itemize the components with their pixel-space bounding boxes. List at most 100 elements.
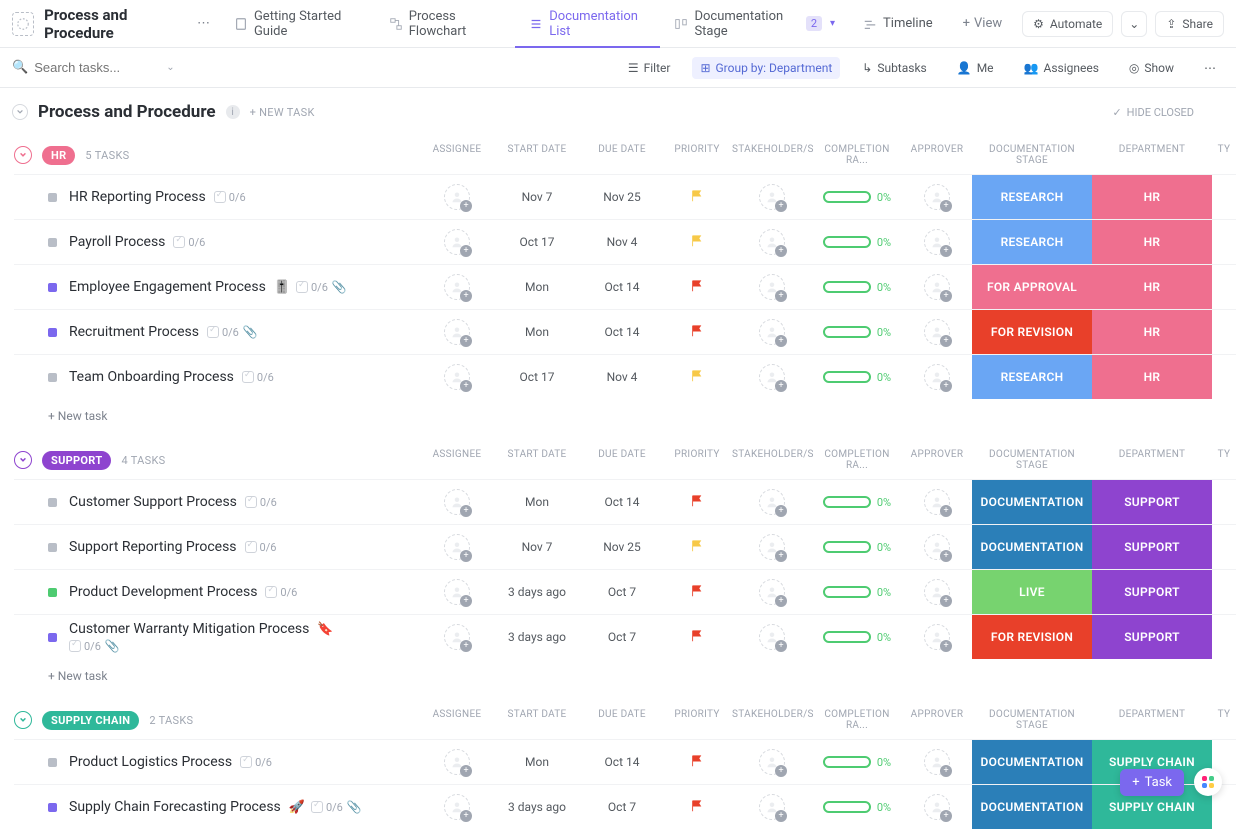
cell-stakeholders[interactable]: + xyxy=(732,570,812,614)
assignee-placeholder[interactable]: + xyxy=(444,319,470,345)
cell-due-date[interactable]: Oct 7 xyxy=(582,570,662,614)
cell-stage[interactable]: RESEARCH xyxy=(972,355,1092,399)
hide-closed-button[interactable]: ✓ HIDE CLOSED xyxy=(1112,106,1224,119)
tab-documentation-stage[interactable]: Documentation Stage 2 ▾ xyxy=(660,0,849,48)
col-ty[interactable]: TY xyxy=(1212,709,1236,731)
status-indicator[interactable] xyxy=(48,373,57,382)
cell-completion[interactable]: 0% xyxy=(812,525,902,569)
share-button[interactable]: ⇪ Share xyxy=(1155,11,1224,37)
assignee-placeholder[interactable]: + xyxy=(759,319,785,345)
cell-priority[interactable] xyxy=(662,480,732,524)
cell-approver[interactable]: + xyxy=(902,525,972,569)
col-ty[interactable]: TY xyxy=(1212,449,1236,471)
col-department[interactable]: DEPARTMENT xyxy=(1092,709,1212,731)
cell-assignee[interactable]: + xyxy=(422,740,492,784)
assignees-button[interactable]: 👥Assignees xyxy=(1016,57,1107,79)
cell-completion[interactable]: 0% xyxy=(812,220,902,264)
col-assignee[interactable]: ASSIGNEE xyxy=(422,709,492,731)
cell-department[interactable]: SUPPORT xyxy=(1092,615,1212,659)
cell-priority[interactable] xyxy=(662,525,732,569)
cell-stakeholders[interactable]: + xyxy=(732,480,812,524)
assignee-placeholder[interactable]: + xyxy=(924,274,950,300)
cell-stage[interactable]: RESEARCH xyxy=(972,175,1092,219)
cell-due-date[interactable]: Nov 25 xyxy=(582,175,662,219)
assignee-placeholder[interactable]: + xyxy=(444,364,470,390)
col-completion-ra-[interactable]: COMPLETION RA... xyxy=(812,709,902,731)
subtask-count[interactable]: 0/6 xyxy=(214,191,246,204)
assignee-placeholder[interactable]: + xyxy=(924,749,950,775)
group-chip[interactable]: HR xyxy=(42,146,75,165)
assignee-placeholder[interactable]: + xyxy=(924,534,950,560)
col-assignee[interactable]: ASSIGNEE xyxy=(422,449,492,471)
cell-assignee[interactable]: + xyxy=(422,175,492,219)
automate-dropdown[interactable]: ⌄ xyxy=(1121,11,1147,37)
assignee-placeholder[interactable]: + xyxy=(924,184,950,210)
cell-due-date[interactable]: Oct 7 xyxy=(582,615,662,659)
cell-priority[interactable] xyxy=(662,310,732,354)
cell-start-date[interactable]: Mon xyxy=(492,740,582,784)
cell-due-date[interactable]: Oct 14 xyxy=(582,740,662,784)
cell-department[interactable]: SUPPORT xyxy=(1092,570,1212,614)
task-name[interactable]: Employee Engagement Process xyxy=(69,279,266,295)
cell-stakeholders[interactable]: + xyxy=(732,310,812,354)
cell-department[interactable]: SUPPORT xyxy=(1092,480,1212,524)
cell-start-date[interactable]: Mon xyxy=(492,265,582,309)
status-indicator[interactable] xyxy=(48,193,57,202)
assignee-placeholder[interactable]: + xyxy=(444,794,470,820)
status-indicator[interactable] xyxy=(48,803,57,812)
cell-due-date[interactable]: Nov 4 xyxy=(582,220,662,264)
cell-stage[interactable]: FOR APPROVAL xyxy=(972,265,1092,309)
cell-stage[interactable]: FOR REVISION xyxy=(972,310,1092,354)
status-indicator[interactable] xyxy=(48,543,57,552)
cell-approver[interactable]: + xyxy=(902,615,972,659)
task-name[interactable]: Product Development Process xyxy=(69,584,257,600)
group-toggle[interactable] xyxy=(14,451,32,469)
assignee-placeholder[interactable]: + xyxy=(444,489,470,515)
tab-documentation-list[interactable]: Documentation List xyxy=(515,0,660,48)
assignee-placeholder[interactable]: + xyxy=(759,229,785,255)
col-start-date[interactable]: START DATE xyxy=(492,709,582,731)
cell-start-date[interactable]: Oct 17 xyxy=(492,355,582,399)
task-row[interactable]: Employee Engagement Process 🎚️ 0/6 📎 + M… xyxy=(14,264,1236,309)
col-documentation-stage[interactable]: DOCUMENTATION STAGE xyxy=(972,144,1092,166)
col-priority[interactable]: PRIORITY xyxy=(662,144,732,166)
assignee-placeholder[interactable]: + xyxy=(759,184,785,210)
cell-stakeholders[interactable]: + xyxy=(732,265,812,309)
col-stakeholder-s[interactable]: STAKEHOLDER/S xyxy=(732,449,812,471)
cell-approver[interactable]: + xyxy=(902,740,972,784)
tab-process-flowchart[interactable]: Process Flowchart xyxy=(375,0,516,48)
cell-completion[interactable]: 0% xyxy=(812,175,902,219)
assignee-placeholder[interactable]: + xyxy=(759,579,785,605)
cell-start-date[interactable]: Oct 17 xyxy=(492,220,582,264)
group-toggle[interactable] xyxy=(14,146,32,164)
cell-start-date[interactable]: Mon xyxy=(492,310,582,354)
task-row[interactable]: Payroll Process 0/6 + Oct 17 Nov 4 + 0% … xyxy=(14,219,1236,264)
cell-stakeholders[interactable]: + xyxy=(732,355,812,399)
cell-stage[interactable]: RESEARCH xyxy=(972,220,1092,264)
cell-priority[interactable] xyxy=(662,175,732,219)
cell-stage[interactable]: LIVE xyxy=(972,570,1092,614)
new-task-fab[interactable]: + Task xyxy=(1120,769,1184,796)
cell-assignee[interactable]: + xyxy=(422,480,492,524)
col-documentation-stage[interactable]: DOCUMENTATION STAGE xyxy=(972,449,1092,471)
cell-assignee[interactable]: + xyxy=(422,570,492,614)
subtasks-button[interactable]: ↳Subtasks xyxy=(854,57,934,79)
attachment-icon[interactable]: 📎 xyxy=(347,800,362,814)
assignee-placeholder[interactable]: + xyxy=(444,579,470,605)
task-name[interactable]: Recruitment Process xyxy=(69,324,199,340)
cell-start-date[interactable]: Nov 7 xyxy=(492,175,582,219)
more-menu-icon[interactable]: ⋯ xyxy=(191,16,216,31)
assignee-placeholder[interactable]: + xyxy=(924,794,950,820)
add-view-button[interactable]: + View xyxy=(951,16,1015,31)
col-start-date[interactable]: START DATE xyxy=(492,144,582,166)
cell-assignee[interactable]: + xyxy=(422,310,492,354)
search-input[interactable] xyxy=(34,60,154,75)
more-toolbar-icon[interactable]: ⋯ xyxy=(1196,57,1224,79)
cell-stage[interactable]: DOCUMENTATION xyxy=(972,480,1092,524)
tab-timeline[interactable]: Timeline xyxy=(849,0,947,48)
assignee-placeholder[interactable]: + xyxy=(444,274,470,300)
info-icon[interactable]: i xyxy=(226,105,240,119)
cell-start-date[interactable]: 3 days ago xyxy=(492,615,582,659)
col-priority[interactable]: PRIORITY xyxy=(662,709,732,731)
cell-assignee[interactable]: + xyxy=(422,355,492,399)
